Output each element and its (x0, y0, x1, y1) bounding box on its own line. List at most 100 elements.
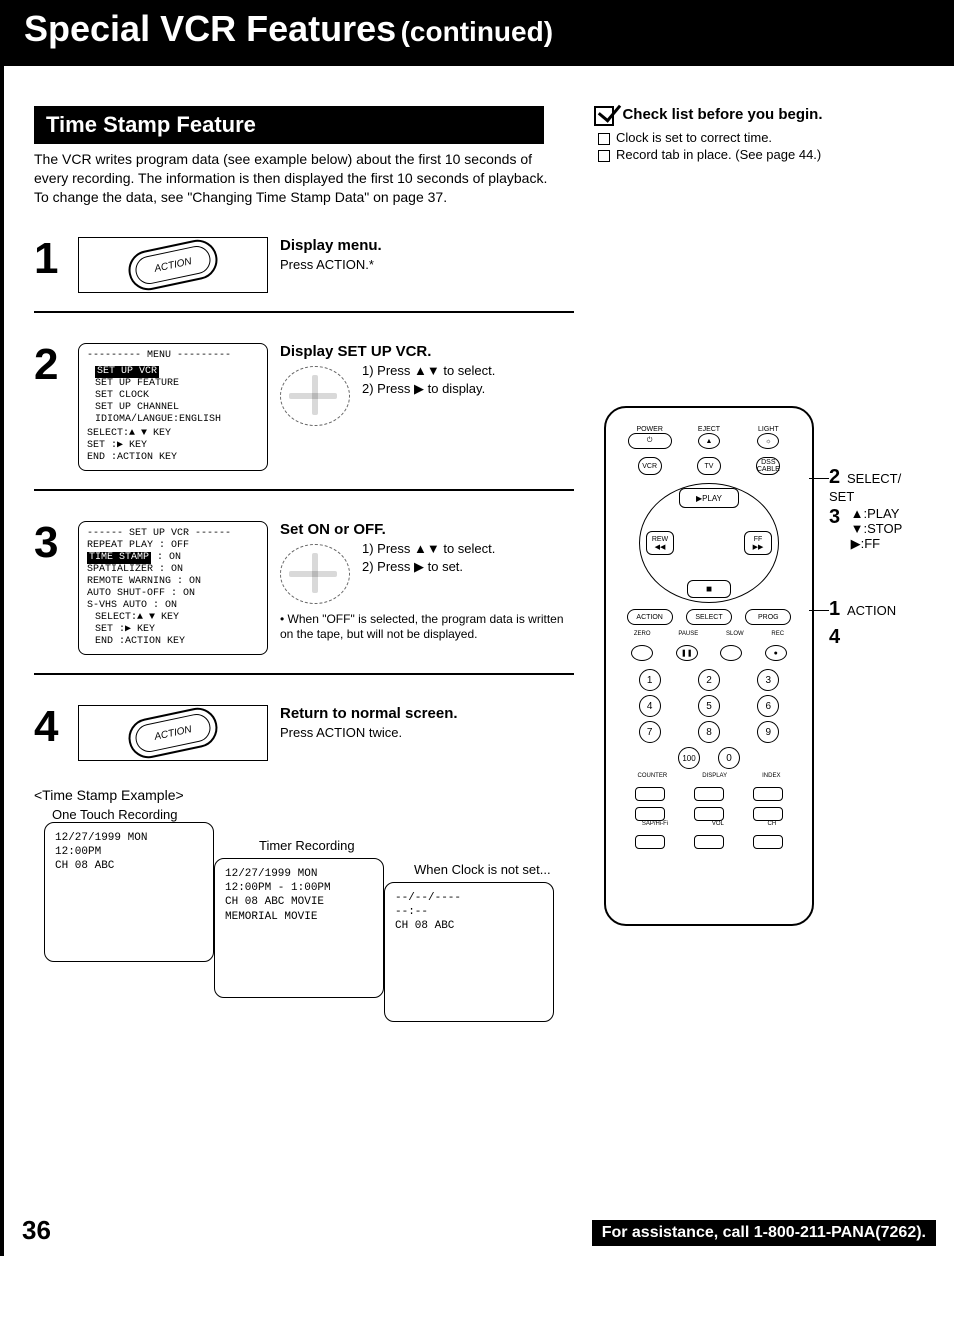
select-button[interactable]: SELECT (686, 609, 732, 625)
checkbox-icon (598, 133, 610, 145)
num-4[interactable]: 4 (639, 695, 661, 717)
dpad-icon (280, 366, 350, 426)
vol-button[interactable] (694, 835, 724, 849)
num-6[interactable]: 6 (757, 695, 779, 717)
header-title-sub: (continued) (401, 16, 553, 47)
power-button[interactable]: ⏻ (628, 433, 672, 449)
step-4: 4 ACTION Return to normal screen. Press … (34, 705, 574, 779)
num-0[interactable]: 0 (718, 747, 740, 769)
bottom-button[interactable] (635, 807, 665, 821)
remote-label: POWER (620, 426, 679, 433)
screen-title: ------ SET UP VCR ------ (87, 528, 259, 540)
step-2-line2: 2) Press ▶ to display. (362, 380, 495, 398)
bottom-button[interactable] (635, 835, 665, 849)
ex-line: 12:00PM - 1:00PM (225, 881, 373, 895)
eject-button[interactable]: ▲ (698, 433, 720, 449)
nav-ring: ▶ PLAY REW◀◀ FF▶▶ ■ (639, 483, 779, 603)
remote-label: PAUSE (678, 631, 698, 637)
screen-row: SET UP FEATURE (95, 378, 179, 389)
step-1-button-illustration: ACTION (78, 237, 268, 293)
bottom-button[interactable] (694, 807, 724, 821)
checkbox-icon (598, 150, 610, 162)
step-4-button-illustration: ACTION (78, 705, 268, 761)
num-7[interactable]: 7 (639, 721, 661, 743)
bottom-button[interactable] (753, 807, 783, 821)
ex-line: CH 08 ABC (55, 859, 203, 873)
display-button[interactable] (694, 787, 724, 801)
screen-footer: SELECT:▲ ▼ KEY (95, 612, 179, 623)
prog-button[interactable]: PROG (745, 609, 791, 625)
action-button[interactable]: ACTION (627, 609, 673, 625)
ff-button[interactable]: FF▶▶ (744, 531, 772, 555)
assistance-banner: For assistance, call 1-800-211-PANA(7262… (592, 1220, 936, 1246)
step-3-heading: Set ON or OFF. (280, 521, 574, 538)
ex-line: 12/27/1999 MON (55, 831, 203, 845)
page-footer: 36 For assistance, call 1-800-211-PANA(7… (22, 1215, 936, 1246)
step-2: 2 --------- MENU --------- SET UP VCR SE… (34, 343, 574, 491)
num-100[interactable]: 100 (678, 747, 700, 769)
screen-row: REPEAT PLAY : OFF (87, 540, 189, 551)
light-button[interactable]: ☼ (757, 433, 779, 449)
screen-row: AUTO SHUT-OFF : ON (87, 588, 195, 599)
num-9[interactable]: 9 (757, 721, 779, 743)
callout-3: 3 ▲:PLAY ▼:STOP ▶:FF (829, 506, 902, 552)
remote-label: COUNTER (638, 773, 668, 779)
callout-4: 4 (829, 626, 847, 649)
checklist-title: Check list before you begin. (622, 106, 822, 123)
zero-button[interactable] (631, 645, 653, 661)
dss-button[interactable]: DSS CABLE (756, 457, 780, 475)
step-3-note: • When "OFF" is selected, the program da… (280, 612, 574, 643)
remote-label: EJECT (680, 426, 739, 433)
num-3[interactable]: 3 (757, 669, 779, 691)
num-1[interactable]: 1 (639, 669, 661, 691)
step-3-number: 3 (34, 521, 78, 565)
num-8[interactable]: 8 (698, 721, 720, 743)
vcr-button[interactable]: VCR (638, 457, 662, 475)
step-4-heading: Return to normal screen. (280, 705, 574, 722)
remote-label: LIGHT (739, 426, 798, 433)
tv-button[interactable]: TV (697, 457, 721, 475)
step-3-line1: 1) Press ▲▼ to select. (362, 540, 495, 558)
callout-line-text: ▶:FF (851, 536, 903, 552)
action-icon: ACTION (133, 243, 213, 286)
ex-line: 12:00PM (55, 845, 203, 859)
counter-button[interactable] (635, 787, 665, 801)
remote-label: VOL (712, 821, 724, 827)
screen-footer: SELECT:▲ ▼ KEY (87, 428, 171, 439)
screen-title: --------- MENU --------- (87, 350, 259, 362)
screen-row: IDIOMA/LANGUE:ENGLISH (95, 414, 221, 425)
screen-footer: SET :▶ KEY (87, 440, 147, 451)
example-title: <Time Stamp Example> (34, 787, 574, 803)
checklist-item: Clock is set to correct time. (616, 130, 772, 145)
step-2-line1: 1) Press ▲▼ to select. (362, 362, 495, 380)
ex-line: --:-- (395, 905, 543, 919)
screen-highlight: SET UP VCR (95, 366, 159, 378)
ex-line: MEMORIAL MOVIE (225, 910, 373, 924)
index-button[interactable] (753, 787, 783, 801)
example-one-touch-label: One Touch Recording (52, 807, 574, 822)
rew-button[interactable]: REW◀◀ (646, 531, 674, 555)
checklist: Check list before you begin. Clock is se… (594, 106, 934, 162)
callout-line (809, 610, 829, 611)
rec-button[interactable]: ● (765, 645, 787, 661)
pause-button[interactable]: ❚❚ (676, 645, 698, 661)
callout-1: 1ACTION (829, 598, 896, 621)
example-noclock-label: When Clock is not set... (414, 862, 551, 877)
callout-line-text: ▼:STOP (851, 521, 903, 536)
callout-2: 2SELECT/ SET (829, 466, 901, 504)
stop-button[interactable]: ■ (687, 580, 731, 598)
num-5[interactable]: 5 (698, 695, 720, 717)
screen-footer: END :ACTION KEY (95, 636, 185, 647)
remote-label: CH (768, 821, 777, 827)
callout-line-text: ▲:PLAY (851, 506, 903, 521)
remote-label: DISPLAY (702, 773, 727, 779)
step-1: 1 ACTION Display menu. Press ACTION.* (34, 237, 574, 313)
step-1-heading: Display menu. (280, 237, 574, 254)
ch-button[interactable] (753, 835, 783, 849)
remote-label: ZERO (634, 631, 651, 637)
example-timer-label: Timer Recording (259, 838, 355, 853)
step-1-number: 1 (34, 237, 78, 281)
play-button[interactable]: ▶ PLAY (679, 488, 739, 508)
slow-button[interactable] (720, 645, 742, 661)
num-2[interactable]: 2 (698, 669, 720, 691)
